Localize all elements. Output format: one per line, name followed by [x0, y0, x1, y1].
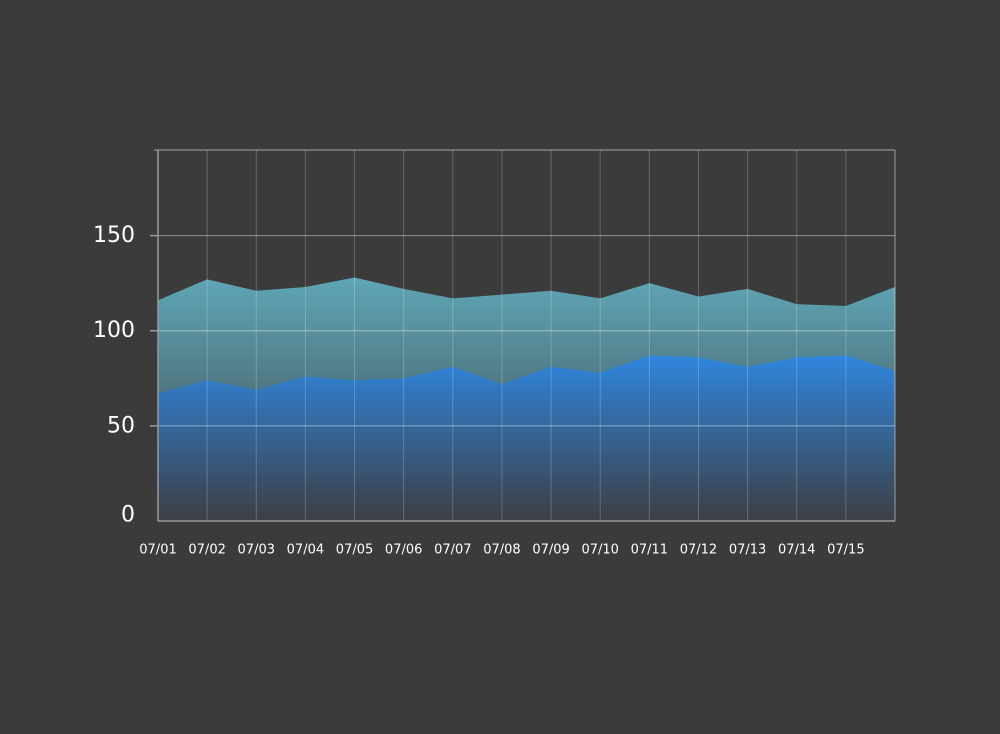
- grid-layer: [154, 149, 896, 521]
- x-tick-label: 07/05: [336, 543, 373, 558]
- x-tick-label: 07/07: [434, 543, 471, 558]
- y-tick-label: 50: [107, 413, 135, 438]
- x-tick-label: 07/09: [532, 543, 569, 558]
- x-tick-label: 07/12: [680, 543, 717, 558]
- x-tick-label: 07/08: [483, 543, 520, 558]
- area-layer: [158, 277, 895, 521]
- tick-label-layer: 0 50 100 150 07/01 07/02 07/03 07/04 07/05 07/06 0…: [93, 223, 865, 557]
- y-tick-label: 0: [121, 503, 135, 528]
- y-tick-label: 150: [93, 223, 135, 248]
- x-tick-label: 07/14: [778, 543, 815, 558]
- x-tick-label: 07/06: [385, 543, 422, 558]
- x-tick-label: 07/01: [139, 543, 176, 558]
- x-tick-label: 07/11: [631, 543, 668, 558]
- axis-layer: [150, 150, 895, 522]
- y-tick-label: 100: [93, 318, 135, 343]
- x-tick-label: 07/13: [729, 543, 766, 558]
- x-tick-label: 07/04: [287, 543, 324, 558]
- area-series-1: [158, 355, 895, 521]
- x-tick-label: 07/02: [188, 543, 225, 558]
- x-tick-label: 07/15: [827, 543, 864, 558]
- x-tick-label: 07/10: [581, 543, 618, 558]
- x-tick-label: 07/03: [238, 543, 275, 558]
